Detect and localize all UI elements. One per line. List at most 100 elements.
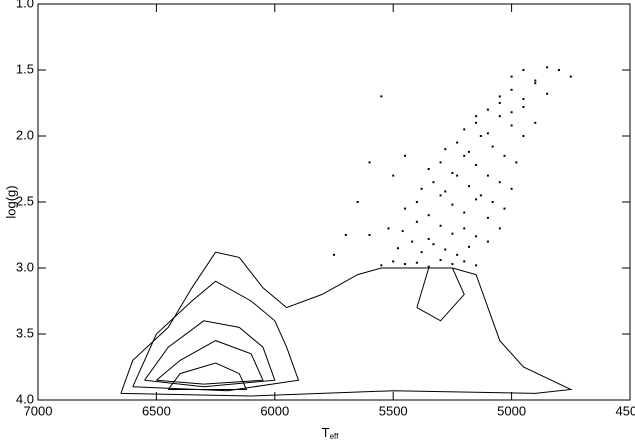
- point: [479, 194, 482, 197]
- x-tick-label: 6500: [142, 403, 171, 418]
- point: [546, 92, 549, 95]
- plot-frame: [37, 3, 631, 401]
- point: [415, 220, 418, 223]
- point: [503, 207, 506, 210]
- contour: [132, 280, 300, 392]
- point: [534, 79, 537, 82]
- point: [427, 265, 430, 268]
- point: [467, 245, 470, 248]
- y-tick-label: 3.5: [16, 325, 34, 340]
- point: [451, 232, 454, 235]
- point: [503, 154, 506, 157]
- point: [344, 234, 347, 236]
- point: [356, 201, 359, 203]
- point: [475, 264, 478, 267]
- x-tick-label: 4500: [616, 403, 635, 418]
- point: [463, 260, 466, 263]
- point: [439, 161, 442, 164]
- point: [510, 187, 513, 190]
- point: [475, 115, 478, 118]
- contour: [167, 362, 248, 390]
- x-tick-label: 7000: [24, 403, 53, 418]
- point: [522, 135, 525, 137]
- point: [439, 224, 442, 227]
- point: [467, 150, 470, 153]
- point: [467, 185, 470, 188]
- point: [534, 121, 537, 124]
- x-axis-label-main: T: [322, 425, 330, 440]
- y-tick-label: 2.5: [16, 193, 34, 208]
- point: [451, 171, 454, 174]
- point: [420, 251, 423, 254]
- point: [475, 235, 478, 238]
- point: [510, 124, 513, 127]
- point: [475, 198, 478, 201]
- contour: [156, 340, 264, 385]
- point: [432, 181, 435, 184]
- point: [486, 240, 489, 243]
- point: [463, 227, 466, 230]
- point: [479, 135, 482, 137]
- point: [498, 227, 501, 230]
- point: [439, 259, 442, 262]
- y-tick-label: 1.0: [16, 0, 34, 10]
- x-tick-label: 5500: [379, 403, 408, 418]
- contour: [144, 320, 276, 388]
- point: [439, 194, 442, 197]
- point: [463, 211, 466, 214]
- point: [557, 69, 560, 71]
- point: [333, 253, 335, 256]
- point: [432, 243, 435, 246]
- point: [486, 174, 489, 177]
- point: [515, 161, 518, 164]
- point: [387, 227, 390, 230]
- point: [420, 187, 423, 190]
- point: [569, 75, 572, 78]
- y-tick-label: 1.5: [16, 61, 34, 76]
- point: [427, 168, 430, 170]
- point: [475, 121, 478, 124]
- point: [498, 115, 501, 118]
- point: [368, 161, 371, 164]
- y-tick-label: 2.0: [16, 127, 34, 142]
- x-axis-label-sub: eff: [330, 432, 340, 441]
- point: [451, 263, 454, 266]
- point: [510, 75, 513, 78]
- point: [510, 111, 513, 114]
- point: [491, 145, 494, 148]
- point: [380, 264, 383, 267]
- point: [463, 154, 466, 157]
- point: [522, 98, 525, 101]
- point: [380, 95, 383, 98]
- point: [392, 260, 395, 263]
- point: [498, 95, 501, 98]
- y-axis-label: log(g): [3, 185, 18, 218]
- y-tick-label: 3.0: [16, 259, 34, 274]
- point: [427, 214, 430, 217]
- x-tick-label: 6000: [260, 403, 289, 418]
- point: [404, 263, 407, 266]
- point: [498, 102, 501, 104]
- point: [486, 132, 489, 135]
- point: [486, 108, 489, 111]
- point: [451, 203, 454, 206]
- point: [404, 207, 407, 210]
- point: [368, 234, 371, 236]
- point: [396, 247, 399, 250]
- y-tick-label: 4.0: [16, 391, 34, 406]
- point: [456, 253, 459, 256]
- point: [415, 201, 418, 203]
- contour: [120, 251, 573, 397]
- point: [401, 230, 404, 233]
- point: [456, 174, 459, 177]
- point: [444, 148, 447, 151]
- point: [444, 190, 447, 193]
- point: [444, 248, 447, 251]
- point: [475, 164, 478, 167]
- point: [546, 66, 549, 69]
- point: [486, 216, 489, 219]
- x-axis-label: Teff: [322, 425, 339, 441]
- point: [392, 174, 395, 177]
- point: [510, 88, 513, 91]
